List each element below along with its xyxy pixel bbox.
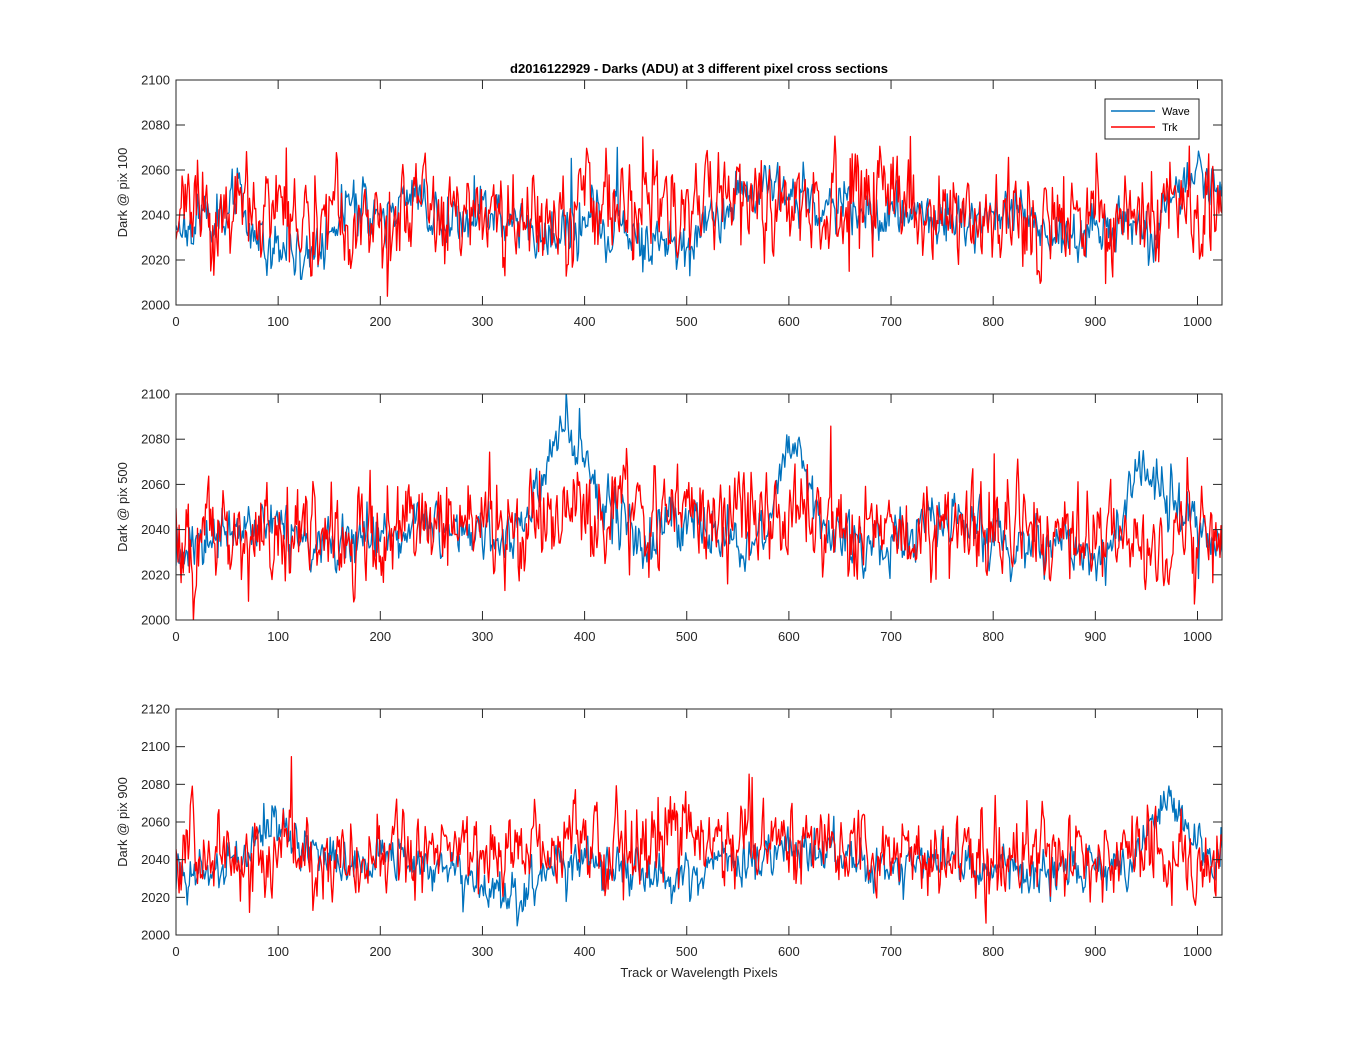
x-tick-label: 500 [676,629,698,644]
y-tick-label: 2000 [141,298,170,313]
x-tick-label: 800 [982,629,1004,644]
y-tick-label: 2080 [141,118,170,133]
y-tick-label: 2020 [141,890,170,905]
axes-box [175,393,1223,621]
x-tick-label: 0 [172,314,179,329]
y-tick-label: 2060 [141,815,170,830]
x-tick-label: 1000 [1183,314,1212,329]
y-axis-label: Dark @ pix 500 [115,462,130,552]
x-tick-label: 900 [1084,629,1106,644]
y-tick-label: 2100 [141,387,170,402]
series-group [176,394,1222,620]
x-tick-label: 800 [982,944,1004,959]
series-group [176,135,1222,297]
x-tick-label: 600 [778,944,800,959]
series-line-wave [176,146,1222,280]
y-tick-label: 2100 [141,73,170,88]
x-tick-label: 0 [172,944,179,959]
x-tick-label: 700 [880,314,902,329]
legend-label-trk: Trk [1162,122,1178,134]
x-tick-label: 900 [1084,314,1106,329]
subplot-3: 0 100 200 300 400 500 600 700 800 900 1000 2000 2020… [115,702,1223,959]
y-axis-label: Dark @ pix 100 [115,148,130,238]
x-tick-label: 1000 [1183,629,1212,644]
x-tick-label: 0 [172,629,179,644]
x-tick-label: 700 [880,629,902,644]
y-tick-label: 2120 [141,702,170,717]
x-tick-label: 500 [676,314,698,329]
x-tick-label: 300 [472,314,494,329]
y-tick-label: 2080 [141,777,170,792]
y-tick-label: 2040 [141,208,170,223]
series-line-trk [176,755,1222,924]
x-tick-label: 400 [574,314,596,329]
y-tick-label: 2060 [141,163,170,178]
y-tick-label: 2000 [141,928,170,943]
x-tick-label: 500 [676,944,698,959]
series-line-wave [176,785,1222,927]
x-tick-label: 900 [1084,944,1106,959]
subplots: 0 100 200 300 400 500 600 700 800 900 100020002020… [115,73,1223,959]
x-tick-label: 300 [472,944,494,959]
y-tick-label: 2080 [141,432,170,447]
chart-title: d2016122929 - Darks (ADU) at 3 different… [510,61,888,76]
series-line-trk [176,135,1222,297]
x-tick-label: 400 [574,944,596,959]
subplot-1: 0 100 200 300 400 500 600 700 800 900 1000 2000 2020… [115,73,1223,329]
legend-box [1104,98,1200,140]
x-tick-label: 700 [880,944,902,959]
y-tick-label: 2060 [141,477,170,492]
x-axis-label: Track or Wavelength Pixels [620,965,778,980]
x-tick-label: 200 [369,314,391,329]
y-tick-label: 2020 [141,253,170,268]
subplot-2: 0 100 200 300 400 500 600 700 800 900 1000 2000 2020… [115,387,1223,644]
x-tick-label: 100 [267,314,289,329]
x-tick-label: 100 [267,629,289,644]
x-tick-label: 600 [778,314,800,329]
axes-box [175,79,1223,306]
y-tick-label: 2040 [141,522,170,537]
y-tick-label: 2100 [141,739,170,754]
series-group [176,755,1222,927]
y-tick-label: 2020 [141,567,170,582]
x-tick-label: 800 [982,314,1004,329]
y-tick-label: 2040 [141,852,170,867]
series-line-trk [176,425,1222,620]
x-tick-label: 1000 [1183,944,1212,959]
x-tick-label: 400 [574,629,596,644]
y-axis-label: Dark @ pix 900 [115,777,130,867]
y-tick-label: 2000 [141,613,170,628]
x-tick-label: 100 [267,944,289,959]
x-tick-label: 300 [472,629,494,644]
legend-label-wave: Wave [1162,106,1190,118]
x-tick-label: 600 [778,629,800,644]
legend: Wave Trk [1104,98,1200,140]
x-tick-label: 200 [369,629,391,644]
x-tick-label: 200 [369,944,391,959]
